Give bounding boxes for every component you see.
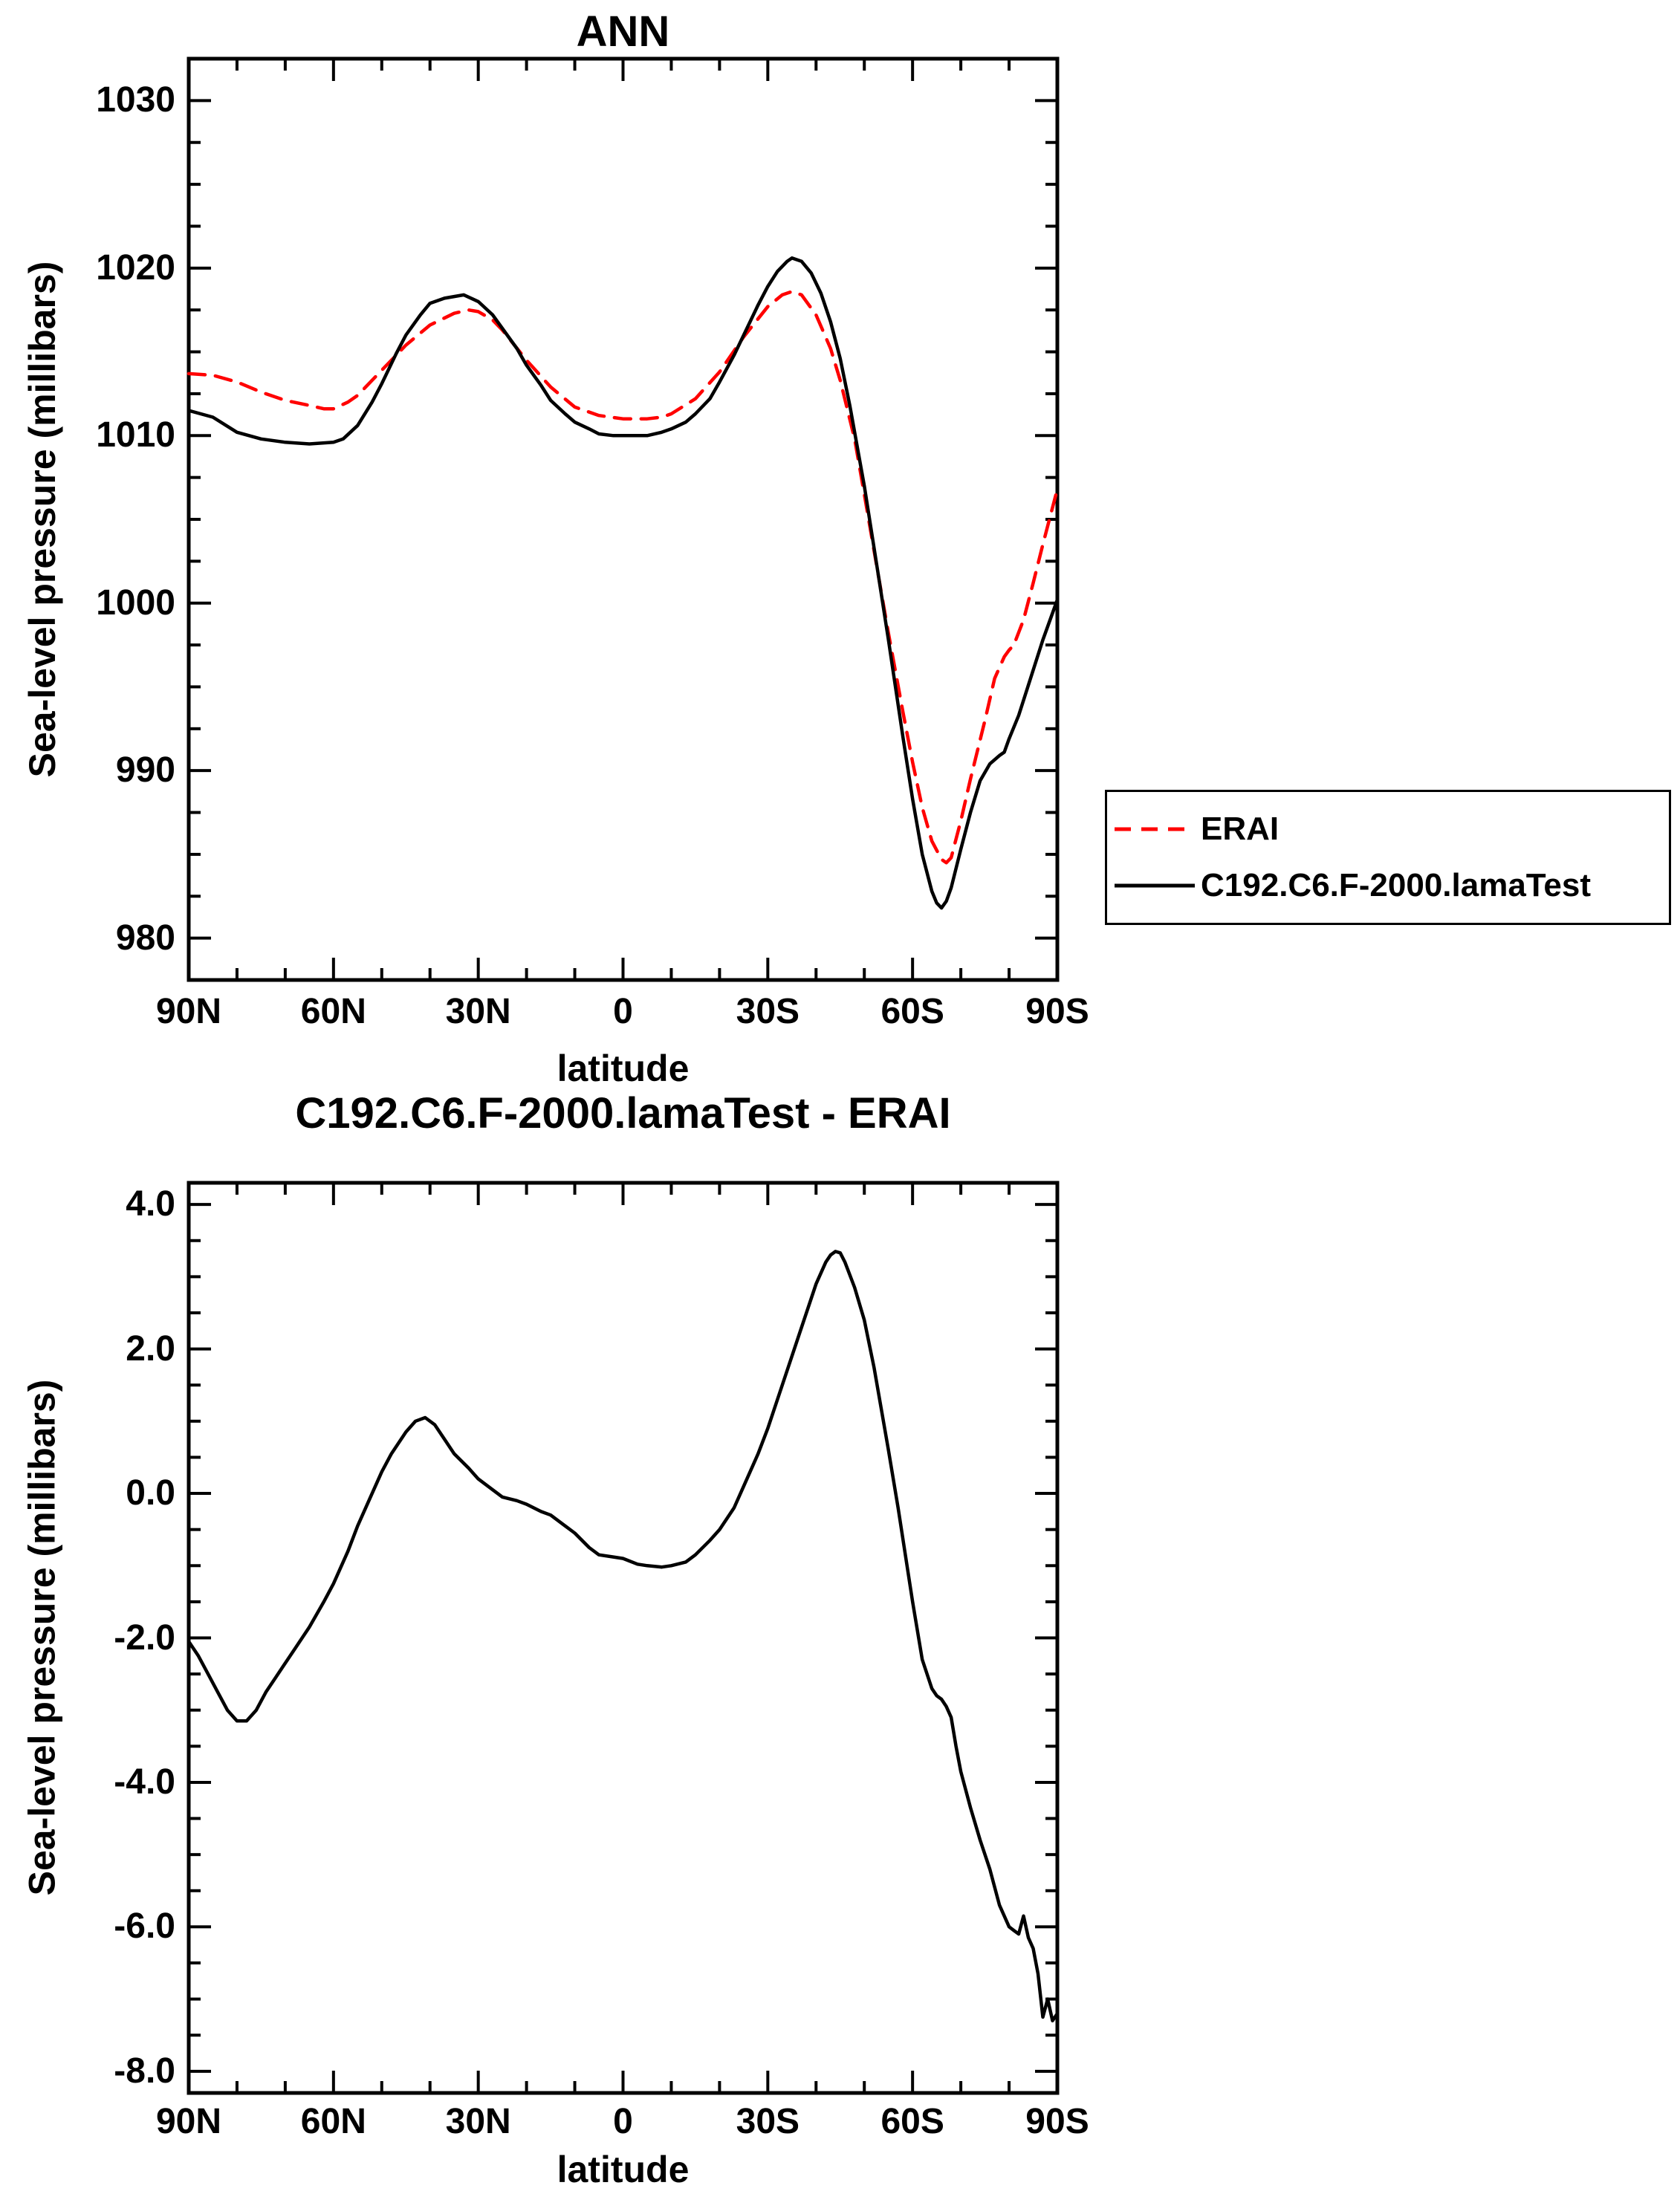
legend-label-model: C192.C6.F-2000.lamaTest — [1201, 866, 1592, 903]
y-tick-label: -6.0 — [114, 1906, 175, 1947]
top-chart-ylabel: Sea-level pressure (millibars) — [22, 261, 63, 778]
top-chart-title: ANN — [576, 7, 670, 56]
legend-item-erai: ERAI — [1113, 811, 1669, 848]
curve-c192-c6-f-2000-lamatest — [187, 256, 1060, 910]
x-tick-label: 0 — [613, 992, 633, 1031]
x-tick-label: 90S — [1025, 992, 1089, 1031]
x-tick-label: 90N — [155, 992, 222, 1031]
y-tick-label: 1010 — [96, 415, 175, 455]
y-tick-label: -2.0 — [114, 1617, 175, 1658]
x-tick-label: 30N — [445, 2102, 511, 2141]
plot-frame — [187, 56, 1060, 982]
y-tick-label: -8.0 — [114, 2051, 175, 2091]
y-tick-label: 1020 — [96, 247, 175, 288]
y-tick-label: 1000 — [96, 582, 175, 623]
y-tick-label: -4.0 — [114, 1762, 175, 1802]
x-tick-label: 60S — [880, 2102, 944, 2141]
y-tick-label: 1030 — [96, 80, 175, 120]
x-tick-label: 60S — [880, 992, 944, 1031]
curve-erai — [187, 290, 1060, 865]
y-tick-label: 980 — [115, 918, 175, 958]
bottom-chart-title: C192.C6.F-2000.lamaTest - ERAI — [295, 1089, 951, 1137]
x-tick-label: 0 — [613, 2102, 633, 2141]
legend-label-erai: ERAI — [1201, 811, 1280, 848]
y-tick-label: 0.0 — [126, 1473, 175, 1513]
y-tick-label: 4.0 — [126, 1184, 175, 1224]
curve-c192-c6-f-2000-lamatest-erai — [187, 1250, 1060, 2023]
x-tick-label: 60N — [300, 992, 366, 1031]
model-line-sample-icon — [1115, 883, 1195, 888]
y-tick-label: 990 — [115, 750, 175, 791]
legend: ERAI C192.C6.F-2000.lamaTest — [1105, 790, 1671, 925]
top-chart-xlabel: latitude — [557, 1048, 690, 1089]
x-tick-label: 30S — [736, 2102, 800, 2141]
bottom-chart-xlabel: latitude — [557, 2149, 690, 2190]
x-tick-label: 30N — [445, 992, 511, 1031]
erai-line-sample-icon — [1115, 827, 1195, 831]
legend-item-model: C192.C6.F-2000.lamaTest — [1113, 867, 1669, 904]
x-tick-label: 30S — [736, 992, 800, 1031]
x-tick-label: 60N — [300, 2102, 366, 2141]
x-tick-label: 90N — [155, 2102, 222, 2141]
y-tick-label: 2.0 — [126, 1328, 175, 1369]
x-tick-label: 90S — [1025, 2102, 1089, 2141]
plot-frame — [187, 1181, 1060, 2095]
